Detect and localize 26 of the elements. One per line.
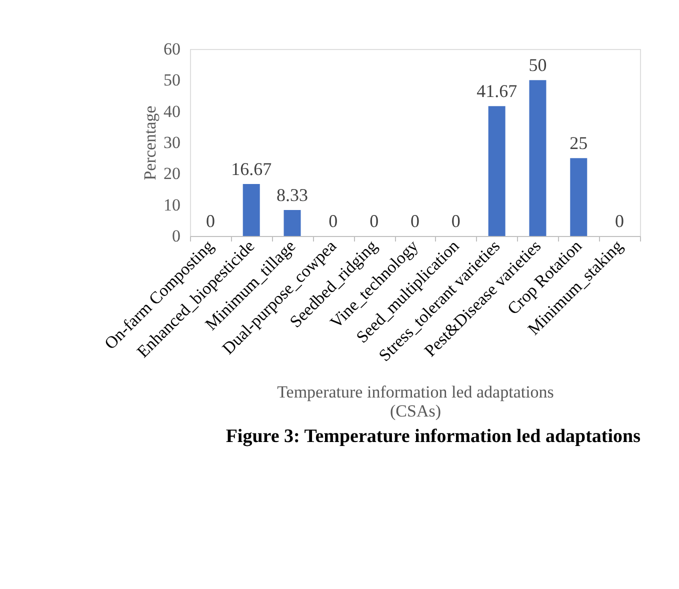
data-label: 0 [328, 211, 338, 231]
data-label: 0 [615, 211, 624, 231]
y-axis-title: Percentage [140, 106, 160, 180]
data-label: 16.67 [231, 159, 272, 180]
y-tick-label: 30 [164, 133, 180, 152]
bar [488, 106, 506, 236]
bar [529, 80, 546, 236]
y-tick-label: 20 [164, 164, 180, 184]
y-tick-label: 0 [172, 226, 180, 246]
data-label: 0 [410, 211, 420, 231]
data-label: 0 [370, 211, 379, 231]
data-label: 41.67 [476, 81, 518, 102]
data-label: 50 [528, 55, 547, 76]
caption: Figure 3: Temperature information led adaptations [226, 426, 640, 447]
bar [570, 158, 588, 236]
x-axis-title: Temperature information led adaptations (CSAs) [277, 382, 554, 420]
y-tick-label: 50 [164, 70, 180, 90]
data-label: 25 [570, 133, 588, 154]
bar [242, 184, 260, 236]
data-label: 8.33 [276, 185, 308, 206]
bar [284, 210, 301, 236]
data-label: 0 [206, 211, 215, 231]
data-label: 0 [451, 211, 460, 231]
y-tick-label: 60 [164, 40, 180, 58]
y-tick-label: 10 [164, 195, 180, 214]
y-tick-label: 40 [164, 102, 180, 121]
